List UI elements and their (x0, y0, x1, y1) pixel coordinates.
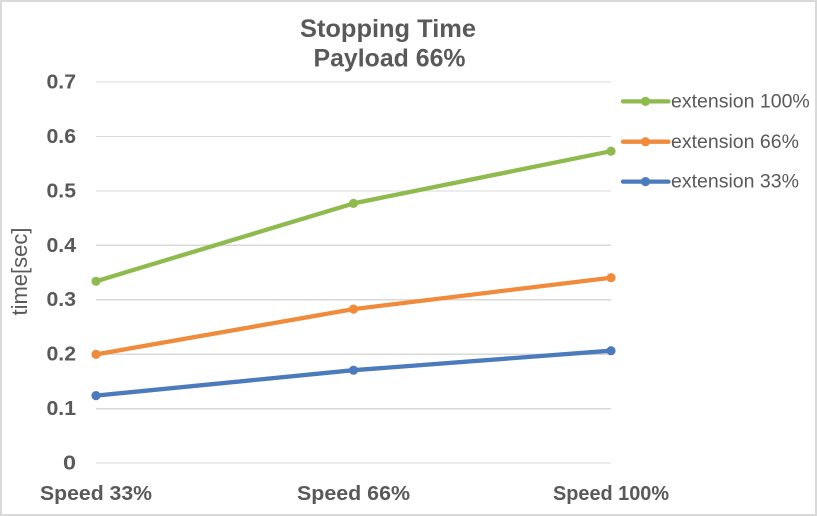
svg-text:0.7: 0.7 (47, 71, 77, 94)
svg-text:Speed 33%: Speed 33% (40, 482, 152, 505)
svg-text:Payload 66%: Payload 66% (314, 45, 466, 73)
svg-text:Stopping Time: Stopping Time (300, 15, 476, 43)
svg-text:0: 0 (63, 452, 76, 475)
svg-text:extension 33%: extension 33% (671, 171, 799, 193)
svg-text:time[sec]: time[sec] (7, 227, 32, 315)
svg-text:extension 100%: extension 100% (671, 91, 810, 113)
svg-text:0.6: 0.6 (47, 125, 77, 148)
svg-text:0.1: 0.1 (47, 397, 77, 420)
svg-text:0.3: 0.3 (47, 288, 77, 311)
svg-text:0.2: 0.2 (47, 343, 77, 366)
svg-text:0.5: 0.5 (47, 179, 77, 202)
svg-text:Speed 100%: Speed 100% (553, 482, 669, 505)
svg-text:Speed 66%: Speed 66% (297, 482, 410, 505)
svg-text:extension 66%: extension 66% (671, 131, 799, 153)
svg-text:0.4: 0.4 (47, 234, 77, 257)
